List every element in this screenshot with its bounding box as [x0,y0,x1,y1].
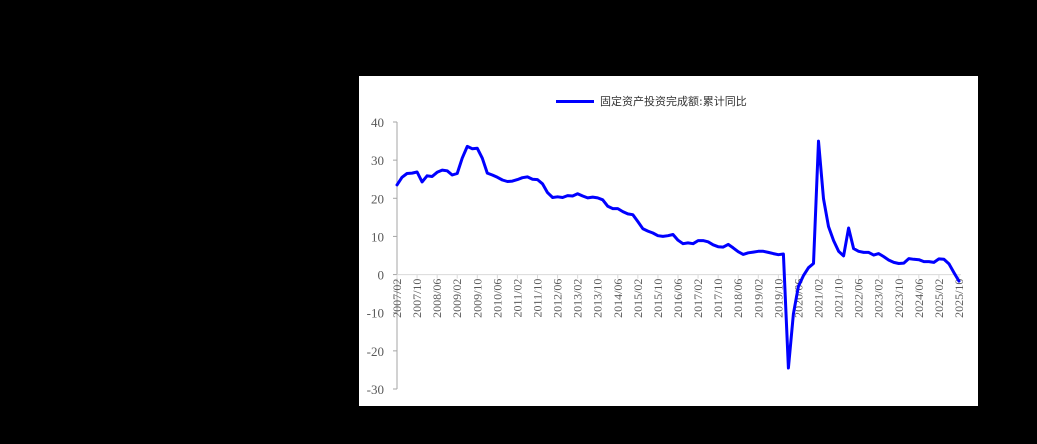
x-tick-label: 2010/06 [490,279,504,318]
x-tick-label: 2009/02 [450,279,464,318]
chart-legend: 固定资产投资完成额:累计同比 [556,92,747,110]
x-tick-label: 2023/10 [892,279,906,318]
x-tick-label: 2011/10 [531,279,545,318]
y-tick-label: 40 [371,115,384,130]
x-tick-label: 2025/10 [952,279,966,318]
x-tick-label: 2007/02 [390,279,404,318]
x-tick-label: 2009/10 [470,279,484,318]
x-tick-label: 2024/06 [912,279,926,318]
x-tick-label: 2014/06 [611,279,625,318]
x-tick-label: 2025/02 [932,279,946,318]
x-tick-label: 2016/06 [671,279,685,318]
x-tick-label: 2012/06 [551,279,565,318]
x-tick-label: 2011/02 [510,279,524,318]
x-tick-label: 2015/02 [631,279,645,318]
x-tick-label: 2015/10 [651,279,665,318]
x-tick-label: 2013/02 [571,279,585,318]
x-tick-label: 2021/10 [832,279,846,318]
x-tick-label: 2019/10 [771,279,785,318]
x-tick-label: 2007/10 [410,279,424,318]
x-tick-label: 2023/02 [872,279,886,318]
y-tick-label: 0 [378,268,385,283]
chart-panel [359,76,978,406]
x-tick-label: 2017/10 [711,279,725,318]
y-tick-label: -20 [367,344,384,359]
x-tick-label: 2022/06 [852,279,866,318]
y-tick-label: 10 [371,229,384,244]
y-tick-label: -10 [367,306,384,321]
legend-label: 固定资产投资完成额:累计同比 [600,95,747,108]
y-tick-label: -30 [367,382,384,397]
x-tick-label: 2013/10 [591,279,605,318]
x-tick-label: 2008/06 [430,279,444,318]
legend-line-swatch [556,99,594,103]
y-tick-label: 30 [371,153,384,168]
series-line [395,139,961,370]
x-tick-label: 2018/06 [731,279,745,318]
x-tick-label: 2019/02 [751,279,765,318]
x-tick-label: 2017/02 [691,279,705,318]
y-tick-label: 20 [371,191,384,206]
x-tick-label: 2021/02 [812,279,826,318]
